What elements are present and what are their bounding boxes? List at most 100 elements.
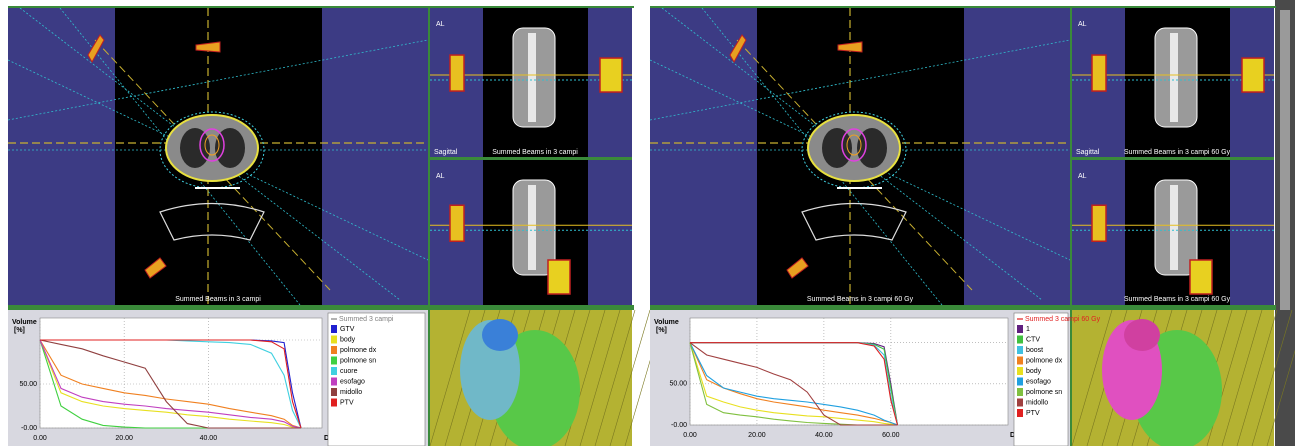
legend-swatch <box>1017 377 1023 386</box>
legend-swatch <box>1017 346 1023 354</box>
beam-icon <box>729 34 747 64</box>
view-caption: Summed Beams in 3 campi 60 Gy <box>1124 296 1231 303</box>
legend-swatch <box>1017 367 1023 375</box>
view-caption: Summed Beams in 3 campi <box>492 149 578 156</box>
beam-icon <box>547 259 571 295</box>
target <box>204 134 220 156</box>
hatch <box>429 309 471 446</box>
organ <box>1124 319 1160 351</box>
x-tick-label: 0.00 <box>33 435 47 442</box>
y-axis-label: Volume <box>654 319 679 326</box>
panel-border <box>8 6 634 8</box>
panel-border <box>1072 157 1274 160</box>
panel-border <box>428 310 430 446</box>
legend-label: esofago <box>340 378 365 385</box>
spine <box>1170 33 1178 122</box>
hatch <box>1071 309 1113 446</box>
view-name: Sagittal <box>1076 149 1100 156</box>
legend-title: Summed 3 campi <box>339 316 394 323</box>
target <box>199 128 225 162</box>
legend-swatch <box>331 346 337 354</box>
orientation-label: AL <box>1078 173 1087 180</box>
beam-icon <box>786 257 809 279</box>
beam-icon <box>1091 54 1107 92</box>
x-tick-label: 20.00 <box>115 435 133 442</box>
view-caption: Summed Beams in 3 campi <box>175 296 261 303</box>
beam-icon <box>195 41 221 53</box>
y-tick-label: -0.00 <box>21 425 37 432</box>
legend-title: Summed 3 campi 60 Gy <box>1025 316 1101 323</box>
spine <box>1170 185 1178 270</box>
legend-label: midollo <box>1026 399 1048 406</box>
lung <box>180 128 210 168</box>
beam-icon <box>599 57 623 93</box>
beam-icon <box>837 41 863 53</box>
y-tick-label: 50.00 <box>19 381 37 388</box>
legend-swatch <box>331 377 337 386</box>
beam-icon <box>449 54 465 92</box>
legend-swatch <box>331 367 337 375</box>
dvh-curve <box>40 339 302 429</box>
x-tick-label: 60.00 <box>882 432 900 439</box>
body-outline <box>159 111 265 189</box>
legend-swatch <box>331 325 337 333</box>
legend-label: GTV <box>340 326 355 333</box>
hatch <box>1221 309 1263 446</box>
orientation-label: AL <box>1078 21 1087 28</box>
panel-border <box>1070 8 1072 305</box>
lung <box>822 128 852 168</box>
legend-label: boost <box>1026 347 1043 354</box>
legend-label: body <box>340 336 356 343</box>
hatch <box>594 309 636 446</box>
view-name: Sagittal <box>434 149 458 156</box>
legend-label: polmone dx <box>1026 357 1063 364</box>
legend-label: polmone dx <box>340 347 377 354</box>
dvh-curve <box>689 342 898 426</box>
legend-label: polmone sn <box>340 357 376 364</box>
legend-swatch <box>331 398 337 407</box>
dvh-curve <box>689 342 898 426</box>
beam-icon <box>449 204 465 242</box>
legend-swatch <box>331 356 337 365</box>
dvh-curve <box>39 339 302 429</box>
legend-swatch <box>331 388 337 396</box>
hatch <box>1251 309 1293 446</box>
legend-label: PTV <box>1026 410 1040 417</box>
panel-border <box>430 157 632 160</box>
legend-label: midollo <box>340 389 362 396</box>
beam-edge <box>7 39 429 121</box>
hatch <box>609 309 651 446</box>
legend-swatch <box>1017 388 1023 396</box>
legend-label: esofago <box>1026 378 1051 385</box>
panel-border <box>8 305 634 310</box>
beam-icon <box>1189 259 1213 295</box>
y-axis-unit: [%] <box>656 327 667 334</box>
legend-label: polmone sn <box>1026 389 1062 396</box>
legend-label: cuore <box>340 368 358 375</box>
organ <box>482 319 518 351</box>
dvh-curve <box>39 339 302 429</box>
beam-icon <box>1091 204 1107 242</box>
orientation-label: AL <box>436 21 445 28</box>
y-axis-unit: [%] <box>14 327 25 334</box>
legend-swatch <box>1017 409 1023 417</box>
panel-border <box>650 305 1276 310</box>
scrollbar-thumb[interactable] <box>1280 10 1290 310</box>
lung <box>215 128 245 168</box>
y-tick-label: -0.00 <box>671 422 687 429</box>
legend-label: body <box>1026 368 1042 375</box>
viewer-half: Summed Beams in 3 campi 60 Gy AL AL Sagitta… <box>649 6 1295 446</box>
panel-border <box>428 8 430 305</box>
beam-edge <box>649 39 1071 121</box>
hatch <box>1266 349 1295 446</box>
dvh-curve <box>39 339 301 429</box>
view-caption: Summed Beams in 3 campi 60 Gy <box>1124 149 1231 156</box>
beam-icon <box>144 257 167 279</box>
legend <box>327 312 426 446</box>
view-caption: Summed Beams in 3 campi 60 Gy <box>807 296 914 303</box>
lung <box>857 128 887 168</box>
y-axis-label: Volume <box>12 319 37 326</box>
y-tick-label: 50.00 <box>669 381 687 388</box>
x-tick-label: 40.00 <box>200 435 218 442</box>
spine <box>528 185 536 270</box>
